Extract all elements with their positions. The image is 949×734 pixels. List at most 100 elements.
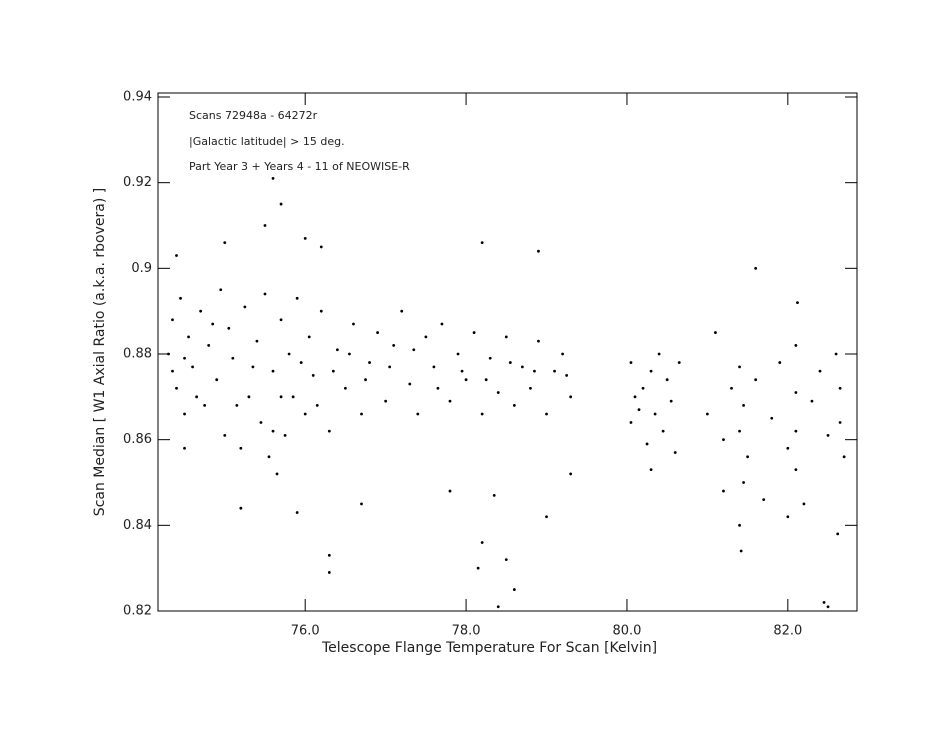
- point: [203, 404, 207, 407]
- point: [247, 395, 251, 399]
- point: [303, 236, 307, 240]
- point: [295, 296, 299, 300]
- point: [263, 292, 267, 296]
- y-axis-label: Scan Median [ W1 Axial Ratio (a.k.a. rbo…: [92, 188, 108, 516]
- point: [183, 412, 186, 416]
- point: [271, 369, 275, 373]
- point: [786, 446, 790, 450]
- point: [327, 553, 331, 557]
- point: [384, 399, 388, 403]
- point: [239, 506, 243, 510]
- point: [529, 386, 532, 390]
- y-tick-label: 0.86: [123, 432, 152, 447]
- point: [794, 468, 798, 472]
- point: [171, 318, 174, 322]
- point: [424, 335, 428, 339]
- point: [649, 369, 653, 373]
- y-tick-label: 0.88: [123, 347, 152, 362]
- point: [279, 395, 283, 399]
- point: [295, 511, 299, 514]
- point: [348, 352, 351, 356]
- point: [472, 331, 476, 334]
- point: [392, 344, 396, 347]
- point: [344, 386, 347, 390]
- point: [533, 369, 536, 373]
- point: [440, 322, 444, 326]
- point: [400, 309, 404, 313]
- point: [669, 399, 673, 403]
- point: [794, 429, 798, 433]
- point: [826, 605, 830, 609]
- point: [818, 369, 822, 373]
- point: [191, 365, 194, 369]
- point: [637, 408, 641, 412]
- x-tick-label: 76.0: [291, 624, 320, 639]
- point: [520, 365, 524, 369]
- point: [207, 344, 211, 347]
- point: [673, 451, 677, 454]
- annotation: Scans 72948a - 64272r: [189, 109, 318, 122]
- point: [836, 532, 840, 536]
- point: [739, 549, 743, 553]
- point: [569, 472, 573, 476]
- annotation: Part Year 3 + Years 4 - 11 of NEOWISE-R: [189, 160, 410, 173]
- x-tick-label: 80.0: [612, 624, 641, 639]
- point: [223, 241, 227, 245]
- point: [742, 404, 745, 407]
- point: [275, 472, 279, 476]
- point: [175, 254, 178, 257]
- point: [251, 365, 255, 369]
- point: [802, 502, 806, 506]
- point: [834, 352, 838, 356]
- point: [223, 433, 227, 437]
- point: [480, 241, 484, 245]
- point: [838, 421, 842, 424]
- point: [537, 339, 540, 343]
- point: [633, 395, 637, 399]
- point: [661, 429, 665, 433]
- point: [794, 391, 798, 394]
- point: [360, 412, 363, 416]
- point: [311, 374, 315, 377]
- point: [215, 378, 219, 382]
- point: [722, 489, 725, 493]
- point: [227, 326, 231, 330]
- point: [480, 541, 484, 544]
- point: [456, 352, 460, 356]
- point: [331, 369, 335, 373]
- point: [730, 386, 733, 390]
- point: [235, 404, 239, 407]
- point: [512, 404, 516, 407]
- point: [786, 515, 790, 519]
- point: [714, 331, 717, 334]
- point: [508, 361, 512, 364]
- point: [488, 356, 492, 360]
- point: [243, 305, 247, 309]
- point: [319, 309, 323, 313]
- point: [171, 369, 174, 373]
- point: [569, 395, 573, 399]
- point: [263, 224, 267, 227]
- point: [649, 468, 653, 472]
- point: [255, 339, 259, 343]
- point: [796, 301, 799, 304]
- point: [705, 412, 709, 416]
- point: [842, 455, 846, 459]
- point: [722, 438, 725, 442]
- point: [412, 348, 416, 352]
- point: [770, 416, 774, 420]
- point: [746, 455, 750, 459]
- point: [742, 481, 745, 484]
- point: [629, 421, 633, 424]
- point: [388, 365, 392, 369]
- point: [279, 202, 283, 206]
- point: [545, 412, 548, 416]
- point: [319, 245, 323, 249]
- point: [653, 412, 657, 416]
- point: [838, 386, 842, 390]
- point: [271, 429, 275, 433]
- point: [504, 335, 508, 339]
- point: [553, 369, 556, 373]
- plot-frame: [157, 92, 858, 612]
- point: [287, 352, 291, 356]
